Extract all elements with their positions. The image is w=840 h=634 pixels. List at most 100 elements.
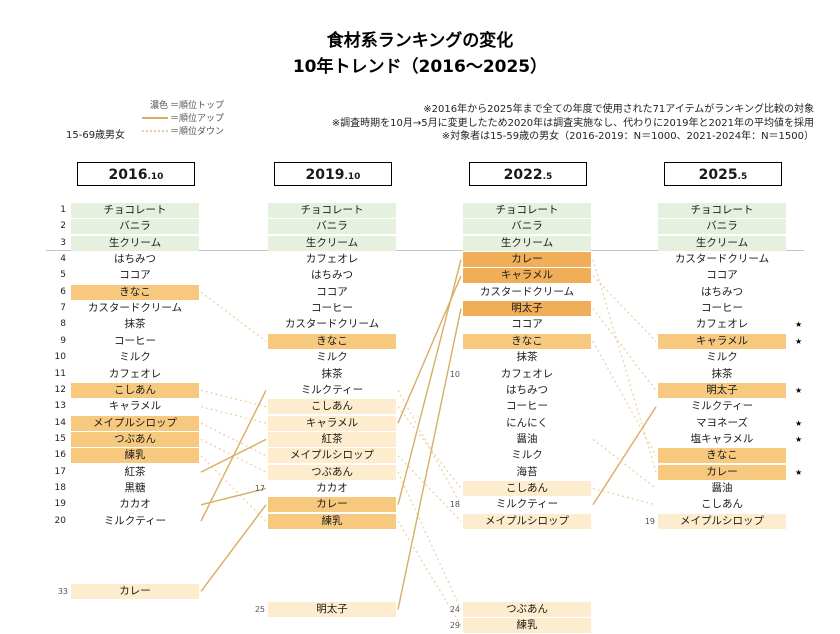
rank-item: ミルクティー — [300, 383, 364, 396]
rank-item: カスタードクリーム — [87, 302, 183, 315]
rank-row-number: 17 — [54, 466, 66, 477]
rank-item: きなこ — [71, 284, 199, 300]
rank-number: 29 — [449, 621, 460, 631]
rank-item: カレー — [268, 497, 396, 513]
rank-item: 醤油 — [516, 432, 538, 445]
rank-item: 黒糖 — [124, 481, 146, 494]
rank-item: マヨネーズ ★ — [696, 416, 803, 429]
rank-item: 生クリーム — [71, 235, 199, 251]
rank-item: コーヒー — [114, 334, 156, 347]
page-title: 食材系ランキングの変化 10年トレンド（2016～2025） — [0, 28, 840, 81]
rank-item: ミルクティー — [690, 400, 754, 413]
top3-divider — [46, 250, 804, 251]
column-month: .5 — [737, 172, 748, 182]
rank-item: はちみつ — [506, 383, 548, 396]
rank-item: カフェオレ 10 — [449, 367, 554, 380]
rank-item: キャラメル ★ — [658, 333, 802, 349]
rank-item: 抹茶 — [321, 367, 343, 380]
rank-row-number: 10 — [54, 352, 66, 363]
rank-number: 10 — [449, 369, 460, 379]
rank-item: キャラメル — [463, 268, 591, 284]
rank-item: きなこ — [463, 333, 591, 349]
rank-item: 生クリーム — [463, 235, 591, 251]
star-icon: ★ — [795, 385, 803, 395]
column-header-2022: 2022.5 — [469, 162, 587, 186]
legend: 濃色 ＝順位トップ ＝順位アップ ＝順位ダウン — [138, 98, 224, 137]
rank-item: カレー — [463, 252, 591, 268]
legend-up-label: ＝順位アップ — [170, 114, 225, 124]
rank-item: ミルク — [316, 351, 348, 364]
rank-item: ミルクティー 18 — [449, 498, 559, 511]
rank-row-number: 3 — [60, 237, 66, 248]
rank-item: カカオ 17 — [254, 481, 348, 494]
rank-row-number: 4 — [60, 254, 66, 265]
rank-item: バニラ — [71, 219, 199, 235]
rank-row-number: 13 — [54, 401, 66, 412]
rank-item: はちみつ — [701, 285, 743, 298]
legend-down-label: ＝順位ダウン — [170, 127, 225, 137]
rank-row-number: 8 — [60, 319, 66, 330]
rank-item: 生クリーム — [268, 235, 396, 251]
rank-item: ココア — [706, 269, 738, 282]
rank-row-number: 1 — [60, 205, 66, 215]
rank-item: バニラ — [658, 219, 786, 235]
rank-down-line-icon — [142, 129, 168, 132]
rank-item: チョコレート — [71, 203, 199, 218]
rank-item: チョコレート — [268, 203, 396, 218]
note-line-1: ※2016年から2025年まで全ての年度で使用された71アイテムがランキング比較… — [423, 104, 814, 115]
rank-row-number: 12 — [54, 384, 66, 395]
rank-item: こしあん — [463, 480, 591, 496]
rank-item: つぶあん 24 — [450, 601, 591, 617]
rank-number: 24 — [449, 604, 460, 614]
rank-item: にんにく — [506, 416, 548, 429]
star-icon: ★ — [795, 434, 803, 444]
rank-item: はちみつ — [311, 269, 353, 282]
rank-number: 25 — [254, 604, 265, 614]
legend-row-top: 濃色 ＝順位トップ — [138, 98, 224, 111]
rank-item: ミルク — [706, 351, 738, 364]
rank-row-number: 11 — [54, 368, 66, 379]
rank-item: チョコレート — [658, 203, 786, 218]
rank-item: 紅茶 — [268, 431, 396, 447]
rank-item: ミルク — [119, 351, 151, 364]
star-icon: ★ — [795, 320, 803, 330]
note-line-2: ※調査時期を10月→5月に変更したため2020年は調査実施なし、代わりに2019… — [331, 117, 814, 129]
legend-dark-swatch: 濃色 — [149, 101, 168, 111]
rank-row-number: 16 — [54, 450, 66, 461]
star-icon: ★ — [795, 467, 803, 477]
rank-item: 練乳 29 — [450, 618, 591, 634]
star-icon: ★ — [795, 336, 803, 346]
rank-row-number: 6 — [60, 286, 66, 297]
column-month: .10 — [147, 172, 164, 182]
rank-row-number: 15 — [54, 433, 66, 444]
rank-row-number: 7 — [60, 303, 66, 314]
column-month: .5 — [542, 172, 553, 182]
rank-number: 33 — [57, 586, 68, 596]
rank-item: メイプルシロップ — [71, 415, 199, 431]
rank-item: こしあん — [71, 382, 199, 398]
rank-item: 生クリーム — [658, 235, 786, 251]
rank-item: キャラメル — [108, 400, 162, 413]
rank-item: メイプルシロップ — [463, 513, 591, 529]
rank-number: 19 — [644, 516, 655, 526]
column-header-2019: 2019.10 — [274, 162, 392, 186]
footnotes: ※2016年から2025年まで全ての年度で使用された71アイテムがランキング比較… — [332, 103, 814, 144]
rank-item: カフェオレ ★ — [695, 318, 803, 331]
rank-up-line-icon — [142, 116, 168, 119]
rank-item: 抹茶 — [516, 351, 538, 364]
rank-item: カスタードクリーム — [674, 253, 770, 266]
title-line-2: 10年トレンド（2016～2025） — [292, 57, 548, 78]
rank-item: 練乳 — [71, 448, 199, 464]
rank-item: コーヒー — [506, 400, 548, 413]
rank-item: カカオ — [119, 498, 151, 511]
rank-item: ミルクティー — [103, 514, 167, 527]
rank-item: キャラメル — [268, 415, 396, 431]
rank-item: 明太子 ★ — [658, 382, 802, 398]
title-line-1: 食材系ランキングの変化 — [326, 31, 514, 51]
rank-row-number: 2 — [60, 221, 66, 232]
column-year: 2016 — [108, 167, 148, 183]
column-header-2025: 2025.5 — [664, 162, 782, 186]
rank-row-number: 14 — [54, 417, 66, 428]
rank-item: つぶあん — [268, 464, 396, 480]
